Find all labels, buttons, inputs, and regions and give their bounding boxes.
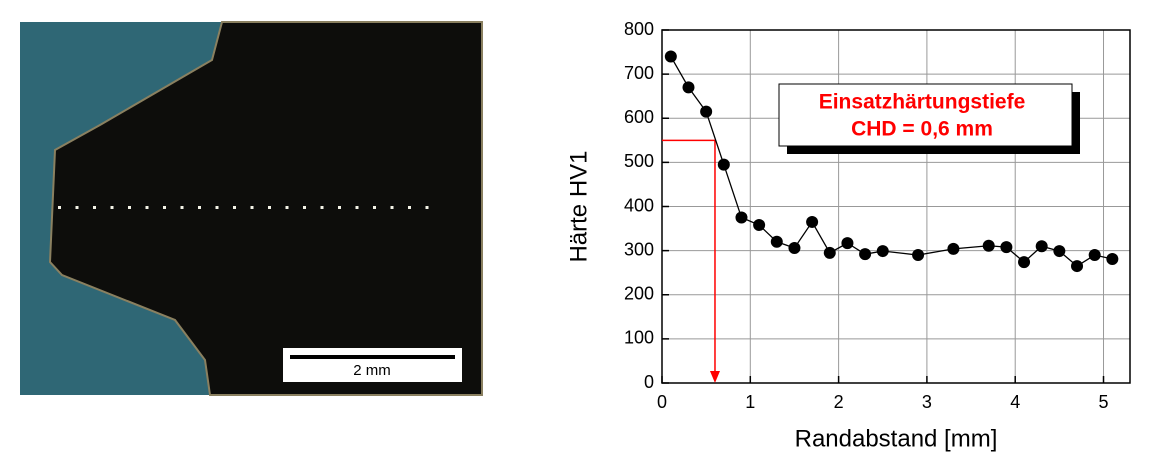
y-tick-label: 400 — [624, 195, 654, 215]
data-point — [947, 242, 960, 255]
y-tick-label: 300 — [624, 239, 654, 259]
data-point — [876, 245, 889, 258]
data-point — [1053, 245, 1066, 258]
y-tick-label: 700 — [624, 63, 654, 83]
data-point — [717, 158, 730, 171]
annotation-text: Einsatzhärtungstiefe — [819, 91, 1026, 114]
indent — [128, 206, 131, 209]
indent — [233, 206, 236, 209]
x-tick-label: 3 — [922, 392, 932, 412]
x-axis-label: Randabstand [mm] — [795, 425, 998, 452]
micrograph: 2 mm — [20, 21, 483, 396]
data-point — [1071, 260, 1084, 273]
plot-frame — [661, 29, 1131, 384]
data-point — [1088, 249, 1101, 262]
x-tick-label: 0 — [657, 392, 667, 412]
indent — [250, 206, 254, 209]
data-point — [788, 241, 801, 254]
y-tick-label: 0 — [644, 372, 654, 392]
indent — [75, 206, 79, 209]
indent — [285, 206, 289, 209]
indent — [58, 206, 61, 209]
y-tick-label: 600 — [624, 107, 654, 127]
data-point — [982, 239, 995, 252]
indent — [390, 206, 394, 209]
indent — [373, 206, 376, 209]
data-point — [700, 105, 713, 118]
indent — [338, 206, 341, 209]
indent — [163, 206, 166, 209]
data-point — [1018, 256, 1031, 269]
annotation-box — [778, 83, 1073, 147]
indent — [408, 206, 411, 209]
indent-row — [58, 206, 429, 209]
y-tick-label: 200 — [624, 284, 654, 304]
chd-arrowhead — [709, 371, 720, 383]
data-point — [912, 249, 925, 262]
indent — [303, 206, 306, 209]
annotation-text: CHD = 0,6 mm — [851, 118, 993, 141]
indent — [425, 206, 429, 209]
indent — [355, 206, 359, 209]
indent — [198, 206, 201, 209]
indent — [110, 206, 114, 209]
x-tick-label: 2 — [834, 392, 844, 412]
data-point — [664, 50, 677, 63]
indent — [320, 206, 324, 209]
indent — [145, 206, 149, 209]
y-tick-label: 100 — [624, 328, 654, 348]
data-point — [841, 237, 854, 250]
data-point — [735, 211, 748, 224]
y-tick-label: 800 — [624, 19, 654, 39]
specimen — [48, 21, 483, 396]
chart: 0 1 2 3 4 5 0 100 200 300 400 500 600 700 800 Randabsta… — [565, 19, 1131, 452]
data-point — [1000, 241, 1013, 254]
indent — [268, 206, 271, 209]
x-tick-label: 5 — [1099, 392, 1109, 412]
data-point — [682, 81, 695, 94]
data-point — [1035, 240, 1048, 253]
indent — [215, 206, 219, 209]
data-point — [806, 215, 819, 228]
data-point — [823, 246, 836, 259]
y-axis-label: Härte HV1 — [565, 150, 592, 262]
indent — [93, 206, 96, 209]
x-tick-label: 1 — [745, 392, 755, 412]
indent — [180, 206, 184, 209]
y-tick-label: 500 — [624, 151, 654, 171]
data-point — [859, 248, 872, 261]
data-point — [1106, 253, 1119, 266]
data-point — [753, 219, 766, 232]
scale-bar-label: 2 mm — [353, 362, 391, 379]
scale-bar-box — [283, 348, 462, 382]
x-tick-label: 4 — [1010, 392, 1020, 412]
data-point — [770, 235, 783, 248]
